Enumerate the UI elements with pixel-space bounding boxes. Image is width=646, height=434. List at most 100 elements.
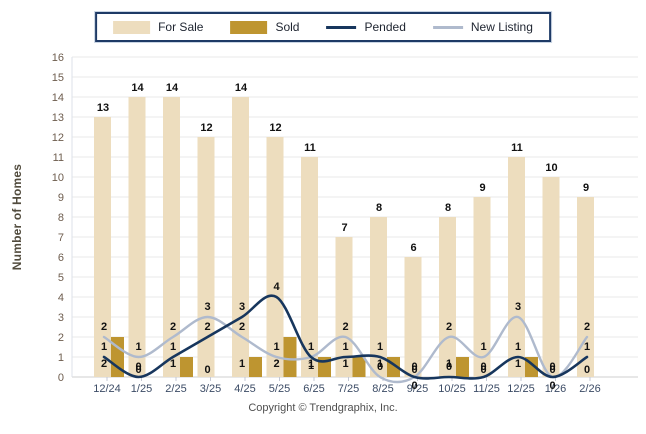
x-tick-label: 4/25 xyxy=(234,383,255,395)
bar-for-sale xyxy=(542,177,560,377)
for-sale-value-label: 14 xyxy=(235,82,248,94)
pended-value-label: 1 xyxy=(377,341,383,353)
legend-item-pended: Pended xyxy=(326,20,406,34)
pended-value-label: 1 xyxy=(584,341,590,353)
legend-item-sold: Sold xyxy=(230,20,299,34)
pended-value-label: 3 xyxy=(239,301,245,313)
bar-for-sale xyxy=(232,97,249,377)
legend-label: Sold xyxy=(275,20,300,34)
sold-value-label: 2 xyxy=(101,358,107,370)
y-tick-label: 6 xyxy=(58,252,64,264)
pended-value-label: 1 xyxy=(515,341,521,353)
bar-sold xyxy=(283,337,297,377)
new-listing-value-label: 1 xyxy=(480,341,486,353)
new-listing-value-label: 1 xyxy=(135,341,141,353)
bar-for-sale xyxy=(404,257,422,377)
bar-for-sale xyxy=(508,157,525,377)
pended-value-label: 0 xyxy=(411,380,417,392)
y-tick-label: 0 xyxy=(58,372,64,384)
bar-sold xyxy=(180,357,193,377)
sold-value-label: 1 xyxy=(446,358,452,370)
sold-value-label: 0 xyxy=(584,364,590,376)
pended-value-label: 0 xyxy=(446,361,452,373)
for-sale-value-label: 14 xyxy=(131,82,144,94)
for-sale-value-label: 8 xyxy=(445,202,451,214)
sold-value-label: 0 xyxy=(411,364,417,376)
bar-for-sale xyxy=(473,197,491,377)
x-tick-label: 11/25 xyxy=(473,383,500,395)
x-tick-label: 12/24 xyxy=(93,383,121,395)
legend-item-new-listing: New Listing xyxy=(432,20,533,34)
y-tick-label: 7 xyxy=(58,232,64,244)
new-listing-value-label: 0 xyxy=(549,361,555,373)
new-listing-value-label: 2 xyxy=(342,321,348,333)
pended-value-label: 1 xyxy=(308,360,314,372)
pended-value-label: 0 xyxy=(135,361,141,373)
sold-value-label: 1 xyxy=(377,358,383,370)
y-tick-label: 12 xyxy=(52,132,64,144)
x-tick-label: 12/25 xyxy=(507,383,535,395)
x-tick-label: 2/26 xyxy=(579,383,600,395)
y-tick-label: 2 xyxy=(58,332,64,344)
for-sale-value-label: 11 xyxy=(304,142,316,154)
pended-value-label: 0 xyxy=(480,361,486,373)
y-tick-label: 10 xyxy=(52,172,64,184)
bar-for-sale xyxy=(266,137,284,377)
bar-for-sale xyxy=(439,217,456,377)
for-sale-value-label: 9 xyxy=(479,182,485,194)
legend-label: For Sale xyxy=(158,20,204,34)
y-tick-label: 4 xyxy=(58,292,64,304)
bar-for-sale xyxy=(301,157,318,377)
bar-for-sale xyxy=(163,97,180,377)
chart-legend: For Sale Sold Pended New Listing xyxy=(95,12,551,42)
for-sale-value-label: 12 xyxy=(269,122,281,134)
pended-line-swatch-icon xyxy=(326,25,357,29)
y-tick-label: 11 xyxy=(53,152,64,164)
new-listing-line xyxy=(102,315,589,384)
copyright-text: Copyright © Trendgraphix, Inc. xyxy=(248,402,398,414)
for-sale-value-label: 13 xyxy=(97,102,109,114)
x-tick-label: 3/25 xyxy=(200,383,221,395)
sold-value-label: 0 xyxy=(480,364,486,376)
bar-for-sale xyxy=(128,97,146,377)
for-sale-value-label: 10 xyxy=(545,162,557,174)
new-listing-line-swatch-icon xyxy=(432,25,463,29)
x-tick-label: 5/25 xyxy=(269,383,290,395)
new-listing-value-label: 1 xyxy=(273,341,279,353)
pended-line xyxy=(102,294,589,380)
sold-value-label: 1 xyxy=(342,358,348,370)
y-tick-label: 9 xyxy=(58,192,64,204)
new-listing-value-label: 2 xyxy=(446,321,452,333)
sold-value-label: 2 xyxy=(273,358,279,370)
x-tick-label: 1/25 xyxy=(131,383,152,395)
y-tick-label: 5 xyxy=(58,272,64,284)
bar-for-sale xyxy=(335,237,353,377)
y-tick-label: 3 xyxy=(58,312,64,324)
y-tick-label: 14 xyxy=(52,92,64,104)
bar-sold xyxy=(111,337,124,377)
y-tick-label: 1 xyxy=(58,352,64,364)
x-tick-label: 7/25 xyxy=(338,383,359,395)
bar-for-sale xyxy=(94,117,111,377)
sold-value-label: 1 xyxy=(239,358,245,370)
x-tick-label: 8/25 xyxy=(372,383,393,395)
for-sale-value-label: 14 xyxy=(166,82,179,94)
sold-value-label: 0 xyxy=(549,364,555,376)
new-listing-value-label: 3 xyxy=(204,301,210,313)
bar-for-sale xyxy=(577,197,594,377)
legend-label: Pended xyxy=(364,20,406,34)
bar-sold xyxy=(352,357,366,377)
new-listing-value-label: 2 xyxy=(101,321,107,333)
x-tick-label: 10/25 xyxy=(438,383,466,395)
new-listing-value-label: 1 xyxy=(308,341,314,353)
bar-sold xyxy=(249,357,262,377)
for-sale-value-label: 8 xyxy=(376,202,382,214)
bar-sold xyxy=(456,357,469,377)
new-listing-value-label: 2 xyxy=(170,321,176,333)
for-sale-value-label: 7 xyxy=(341,222,347,234)
legend-item-for-sale: For Sale xyxy=(113,20,203,34)
y-tick-label: 8 xyxy=(58,212,64,224)
pended-value-label: 4 xyxy=(273,281,280,293)
